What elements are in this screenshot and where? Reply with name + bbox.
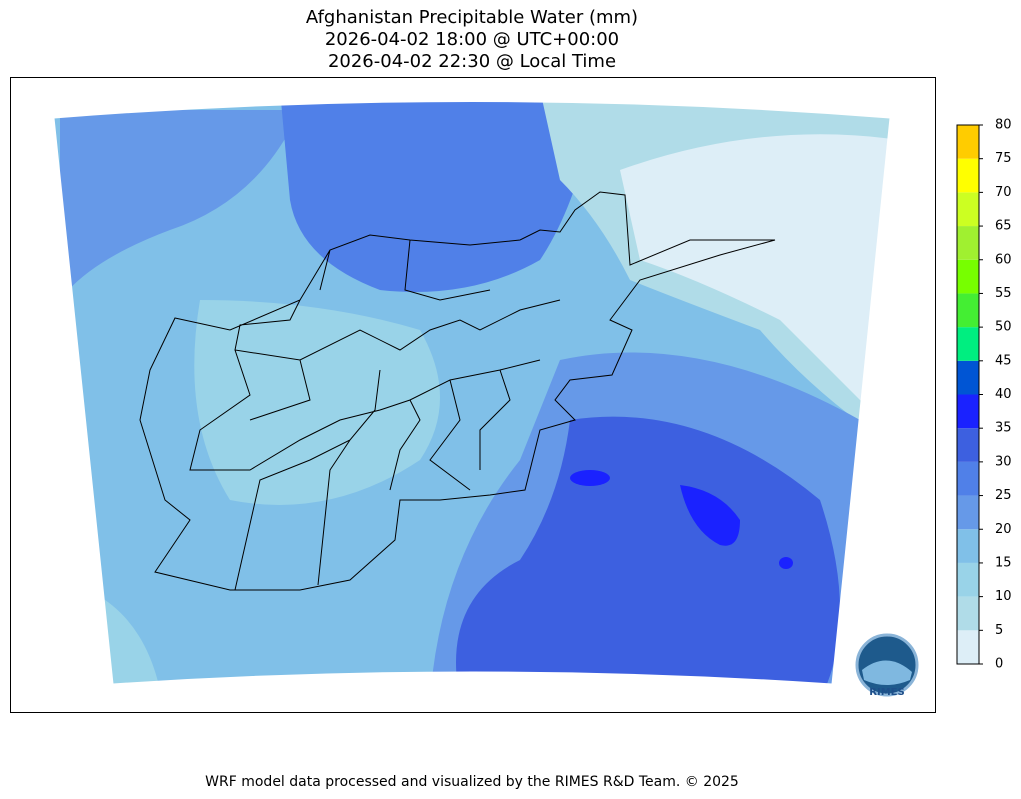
colorbar-segment xyxy=(957,293,979,328)
colorbar-segment xyxy=(957,461,979,496)
colorbar-segment xyxy=(957,495,979,530)
colorbar-tick-label: 10 xyxy=(995,589,1012,604)
colorbar-segment xyxy=(957,630,979,664)
colorbar-tick-label: 60 xyxy=(995,252,1012,267)
title-line: 2026-04-02 18:00 @ UTC+00:00 xyxy=(325,29,619,50)
colorbar-segment xyxy=(957,596,979,631)
colorbar-tick-label: 30 xyxy=(995,454,1012,469)
colorbar-tick-label: 70 xyxy=(995,185,1012,200)
colorbar-tick-label: 5 xyxy=(995,623,1003,638)
colorbar-segment xyxy=(957,226,979,260)
colorbar-tick-label: 55 xyxy=(995,286,1012,301)
colorbar-segment xyxy=(957,327,979,361)
colorbar-tick-label: 25 xyxy=(995,488,1012,503)
map-field xyxy=(54,101,890,684)
colorbar-segment xyxy=(957,158,979,193)
colorbar-segment xyxy=(957,394,979,429)
domain-edge xyxy=(53,101,891,685)
colorbar-tick-label: 0 xyxy=(995,657,1003,672)
footer: WRF model data processed and visualized … xyxy=(205,774,739,790)
colorbar-tick-label: 50 xyxy=(995,320,1012,335)
logo-text: RIMES xyxy=(869,687,904,698)
colorbar-segment xyxy=(957,259,979,294)
colorbar-tick-label: 80 xyxy=(995,118,1012,133)
colorbar-tick-label: 75 xyxy=(995,151,1012,166)
colorbar-tick-label: 15 xyxy=(995,555,1012,570)
colorbar-segment xyxy=(957,529,979,563)
colorbar-segment xyxy=(957,192,979,227)
colorbar-tick-label: 20 xyxy=(995,522,1012,537)
colorbar: 0 5 10 15 20 25 30 35 40 45 50 55 60 65 70 75 80 xyxy=(956,118,1012,672)
colorbar-tick-label: 45 xyxy=(995,353,1012,368)
colorbar-tick-label: 40 xyxy=(995,387,1012,402)
colorbar-segment xyxy=(957,125,979,159)
title-line: 2026-04-02 22:30 @ Local Time xyxy=(328,51,616,72)
title-line: Afghanistan Precipitable Water (mm) xyxy=(306,7,638,28)
colorbar-segment xyxy=(957,428,979,462)
admin-boundaries xyxy=(139,191,776,591)
logo: RIMES xyxy=(855,633,919,698)
colorbar-tick-label: 35 xyxy=(995,421,1012,436)
colorbar-segment xyxy=(957,360,979,395)
colorbar-segment xyxy=(957,562,979,597)
colorbar-tick-label: 65 xyxy=(995,219,1012,234)
